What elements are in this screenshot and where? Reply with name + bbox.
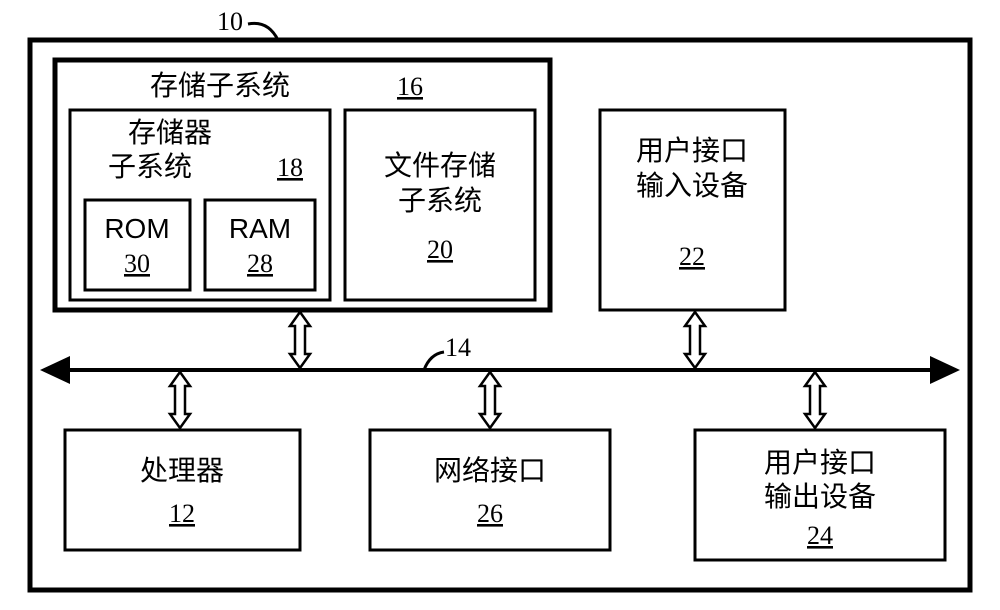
- processor-box: [65, 430, 300, 550]
- outer-ref-label: 10: [217, 7, 243, 36]
- bus-ref-label: 14: [445, 333, 471, 362]
- ui-output-label-2: 输出设备: [764, 481, 876, 513]
- rom-ref: 30: [124, 249, 150, 278]
- storage-subsystem-label: 存储子系统: [150, 70, 290, 102]
- network-if-label: 网络接口: [434, 455, 546, 487]
- ui-output-label-1: 用户接口: [764, 447, 876, 479]
- ram-label: RAM: [229, 213, 291, 244]
- storage-subsystem-ref: 16: [397, 72, 423, 101]
- file-storage-label-2: 子系统: [398, 185, 482, 217]
- system-block-diagram: 10 存储子系统 16 存储器 子系统 18 ROM 30 RAM 28 文件存…: [0, 0, 1000, 610]
- memory-subsystem-ref: 18: [277, 153, 303, 182]
- rom-label: ROM: [104, 213, 169, 244]
- memory-subsystem-label-1: 存储器: [128, 117, 212, 149]
- ui-output-ref: 24: [807, 521, 833, 550]
- ui-input-ref: 22: [679, 242, 705, 271]
- ui-input-label-1: 用户接口: [636, 135, 748, 167]
- file-storage-ref: 20: [427, 235, 453, 264]
- ram-ref: 28: [247, 249, 273, 278]
- file-storage-label-1: 文件存储: [384, 150, 496, 182]
- ui-input-label-2: 输入设备: [636, 170, 748, 202]
- network-if-box: [370, 430, 610, 550]
- network-if-ref: 26: [477, 499, 503, 528]
- processor-label: 处理器: [140, 455, 224, 487]
- processor-ref: 12: [169, 499, 195, 528]
- memory-subsystem-label-2: 子系统: [108, 151, 192, 183]
